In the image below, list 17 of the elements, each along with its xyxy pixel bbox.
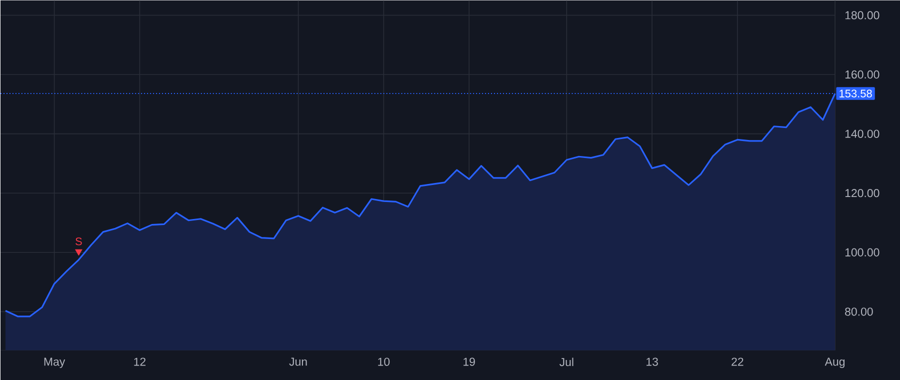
series-label: S	[76, 237, 82, 246]
y-tick-label: 100.00	[845, 248, 880, 256]
x-tick-label: Aug	[824, 358, 845, 368]
y-tick-label: 140.00	[845, 130, 880, 138]
ref-line-label: 153.58	[840, 90, 872, 98]
y-tick-label: 180.00	[845, 11, 880, 20]
x-tick-label: 19	[464, 358, 475, 366]
x-tick-label: Jun	[289, 358, 307, 366]
y-tick-label: 80.00	[845, 308, 873, 316]
x-tick-label: May	[44, 358, 66, 368]
x-tick-label: Jul	[560, 358, 574, 366]
x-tick-label: 12	[134, 358, 146, 366]
x-tick-label: 22	[732, 358, 744, 366]
x-tick-label: 10	[378, 358, 390, 366]
x-tick-label: 13	[646, 358, 658, 366]
y-tick-label: 120.00	[845, 188, 880, 198]
y-tick-label: 160.00	[845, 70, 880, 78]
